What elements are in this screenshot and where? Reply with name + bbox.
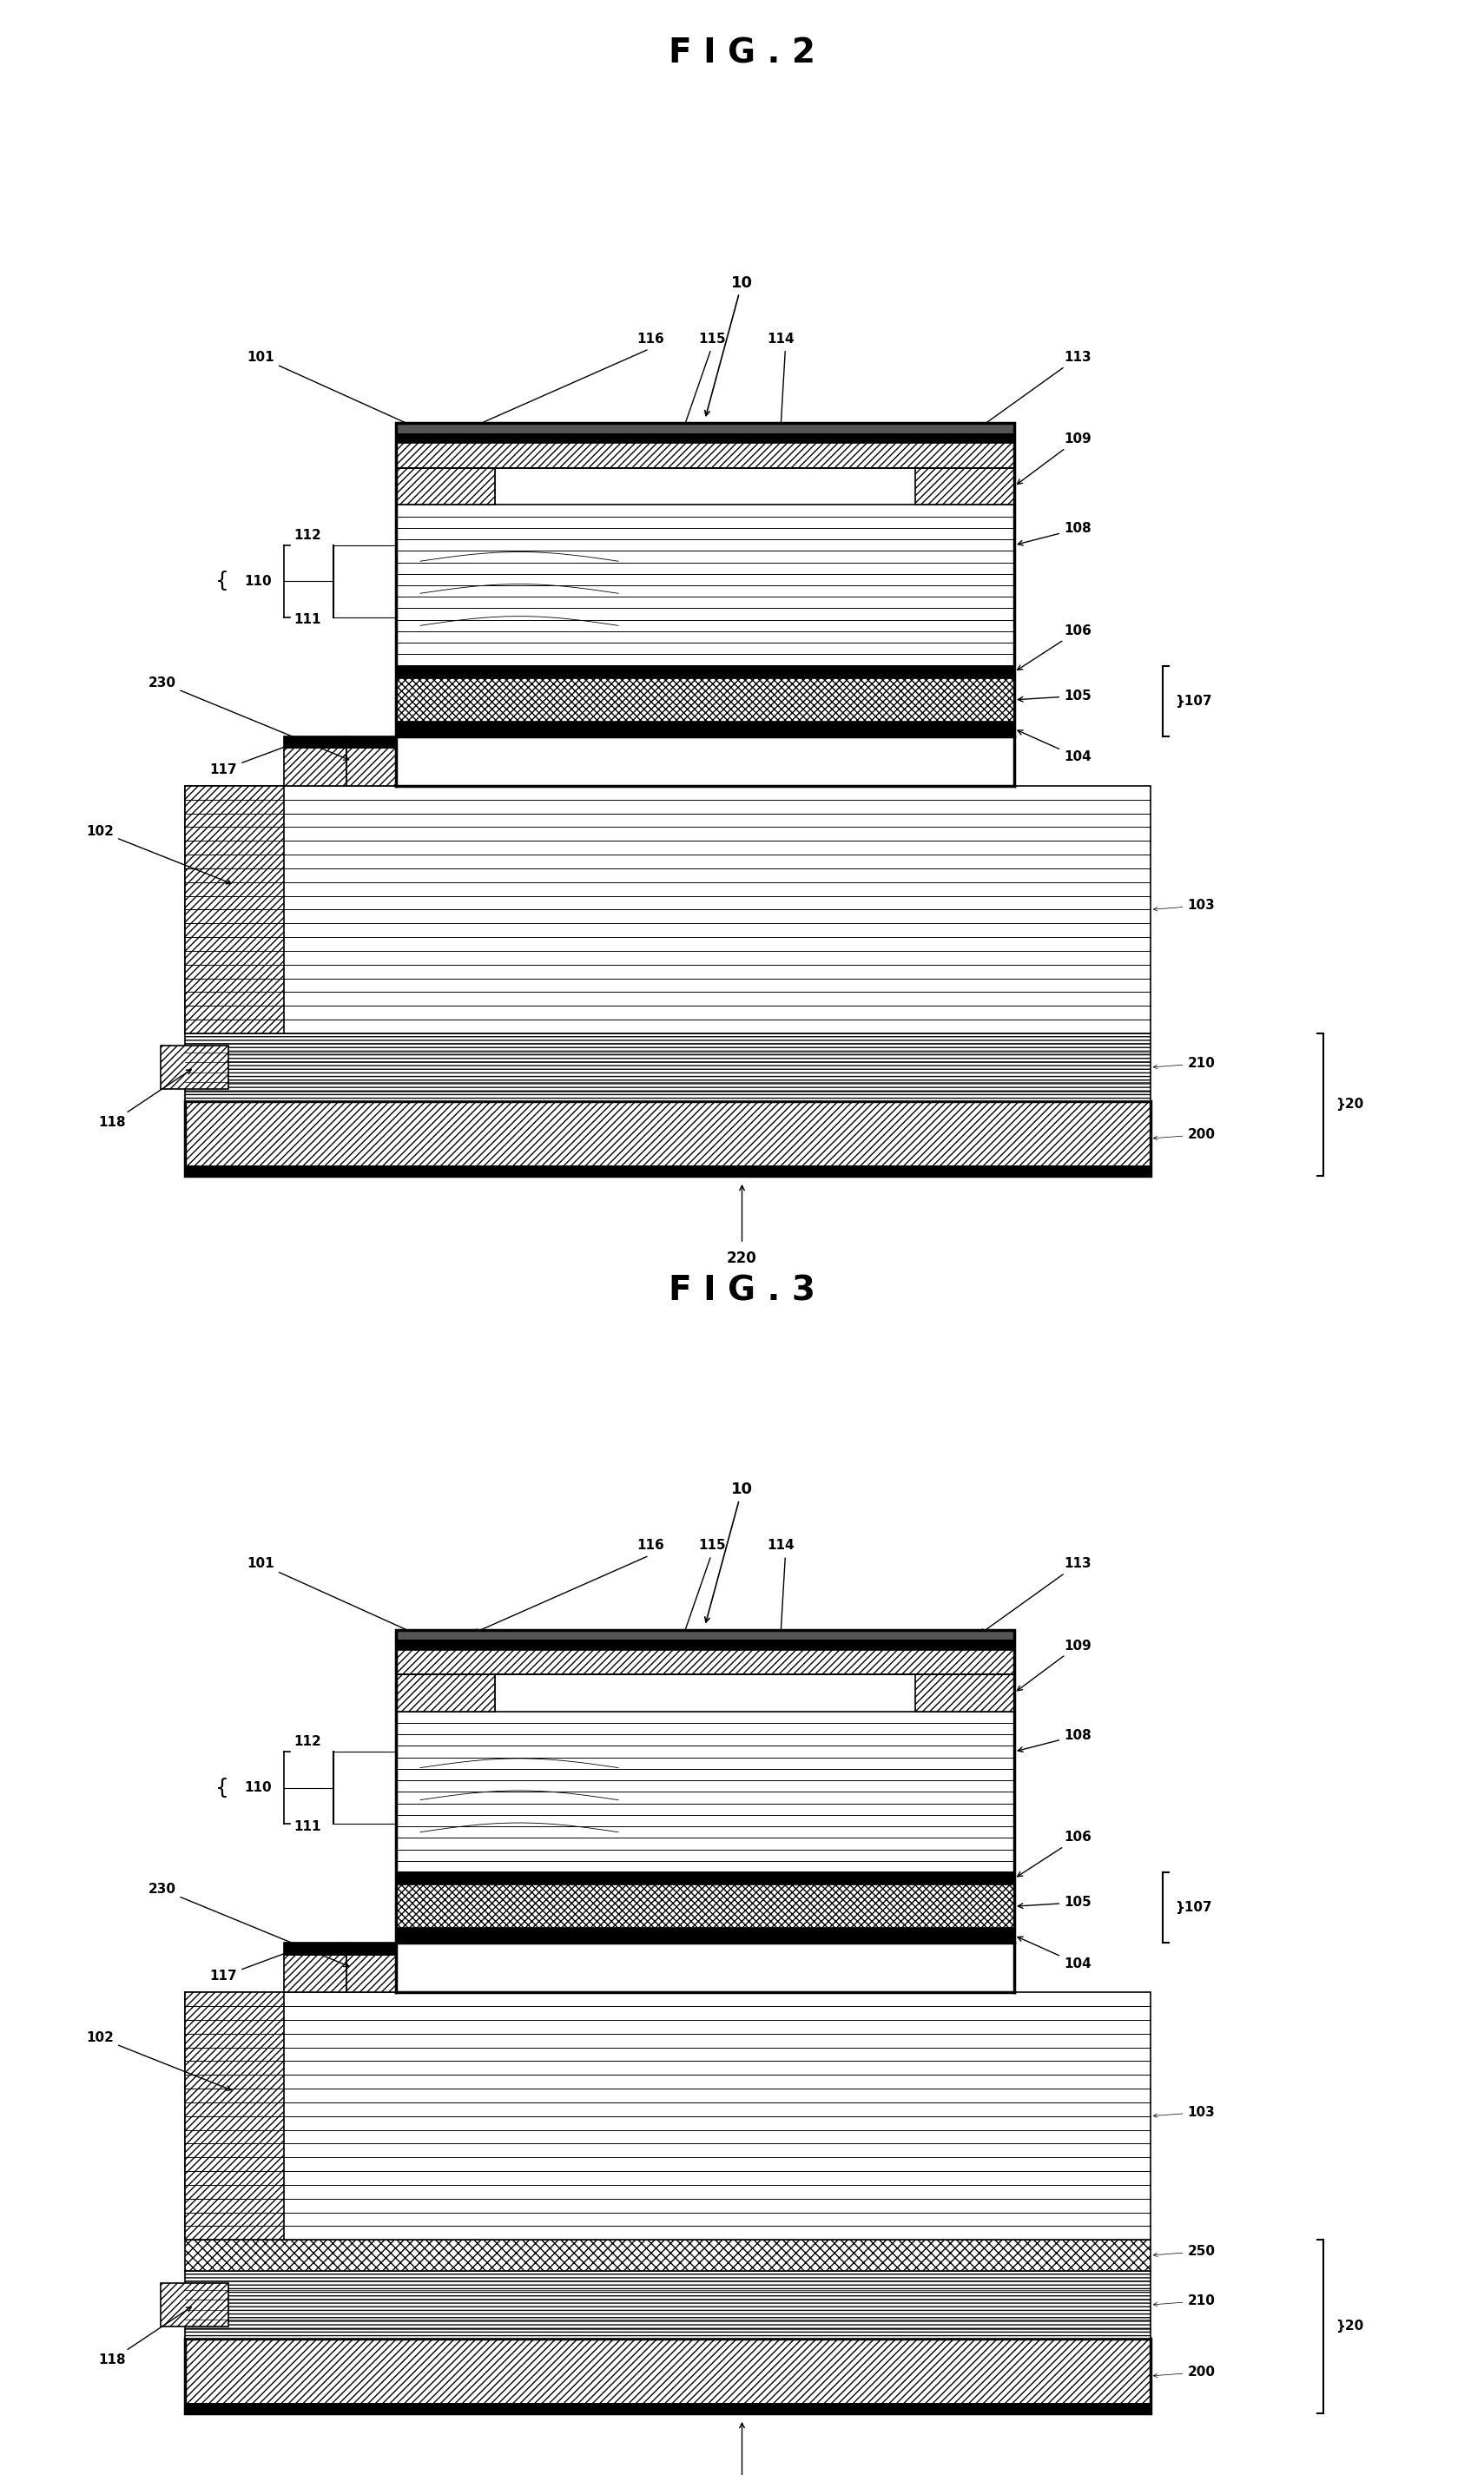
Bar [283,1943,346,1992]
Bar [396,468,494,505]
Text: 115: 115 [699,1539,726,1552]
Text: 102: 102 [86,2032,232,2091]
Bar [396,1641,1014,1651]
Bar [396,1886,1014,1928]
Text: 112: 112 [294,1735,322,1747]
Bar [396,666,1014,678]
Text: 230: 230 [148,1883,349,1968]
Bar [283,1943,396,1955]
Bar [186,2403,1150,2413]
Text: 117: 117 [209,742,292,777]
Text: 104: 104 [1018,730,1091,765]
Text: 108: 108 [1018,1730,1091,1752]
Bar [186,1101,1150,1176]
Bar [396,1631,1014,1641]
Text: 10: 10 [705,275,752,416]
Bar [186,1035,1150,1101]
Text: 111: 111 [294,614,322,626]
Text: 106: 106 [1018,624,1091,671]
Text: 110: 110 [245,574,272,589]
Text: F I G . 2: F I G . 2 [669,37,815,69]
Text: 250: 250 [1153,2245,1215,2257]
Text: 113: 113 [979,1557,1091,1634]
Text: 103: 103 [1153,898,1215,913]
Text: 210: 210 [1153,2294,1215,2307]
Text: 220: 220 [727,1250,757,1265]
Text: 117: 117 [209,1950,292,1982]
Text: 210: 210 [1153,1057,1215,1069]
Text: 101: 101 [246,1557,417,1634]
Bar [396,1673,494,1713]
Bar [396,443,1014,468]
Text: 200: 200 [1153,1129,1215,1141]
Text: 108: 108 [1018,522,1091,544]
Text: F I G . 3: F I G . 3 [669,1275,815,1307]
Bar [396,423,1014,738]
Bar [396,1651,1014,1673]
Text: }20: }20 [1336,1099,1364,1111]
Bar [346,738,396,787]
Text: 10: 10 [705,1483,752,1621]
Text: 105: 105 [1018,1896,1091,1908]
Bar [916,1673,1014,1713]
Bar [186,1992,1150,2240]
Text: 101: 101 [246,351,417,428]
Text: 114: 114 [767,332,794,347]
Bar [396,1673,1014,1871]
Bar [186,2339,1150,2413]
Bar [396,1928,1014,1943]
Bar [396,1631,1014,1943]
Text: 109: 109 [1017,1638,1091,1690]
Text: 102: 102 [86,824,232,884]
Text: 104: 104 [1018,1938,1091,1970]
Bar [916,468,1014,505]
Text: 112: 112 [294,530,322,542]
Bar [186,1166,1150,1176]
Bar [396,723,1014,738]
Bar [160,1047,229,1089]
Text: 111: 111 [294,1819,322,1834]
Bar [396,423,1014,433]
Text: 110: 110 [245,1782,272,1794]
Bar [283,738,396,750]
Text: }20: }20 [1336,2319,1364,2334]
Bar [186,1992,283,2240]
Text: 109: 109 [1017,433,1091,485]
Bar [186,787,283,1035]
Text: 115: 115 [699,332,726,347]
Bar [160,2282,229,2326]
Bar [186,787,1150,1035]
Text: 113: 113 [979,351,1091,428]
Bar [396,678,1014,723]
Bar [396,433,1014,443]
Bar [494,468,916,505]
Text: {: { [215,1777,229,1799]
Bar [346,1943,396,1992]
Bar [186,2240,1150,2272]
Text: 118: 118 [98,2307,191,2366]
Text: 200: 200 [1153,2366,1215,2378]
Text: }107: }107 [1175,695,1212,708]
Text: 103: 103 [1153,2106,1215,2119]
Text: 230: 230 [148,676,349,760]
Bar [396,1713,1014,1871]
Text: {: { [215,572,229,592]
Text: 116: 116 [637,332,665,347]
Text: 116: 116 [637,1539,665,1552]
Bar [283,738,346,787]
Text: 106: 106 [1018,1832,1091,1876]
Text: 118: 118 [98,1069,191,1129]
Bar [396,468,1014,666]
Text: 114: 114 [767,1539,794,1552]
Bar [396,1871,1014,1886]
Text: }107: }107 [1175,1901,1212,1913]
Text: 105: 105 [1018,691,1091,703]
Bar [494,1673,916,1713]
Bar [186,2272,1150,2339]
Bar [396,505,1014,666]
